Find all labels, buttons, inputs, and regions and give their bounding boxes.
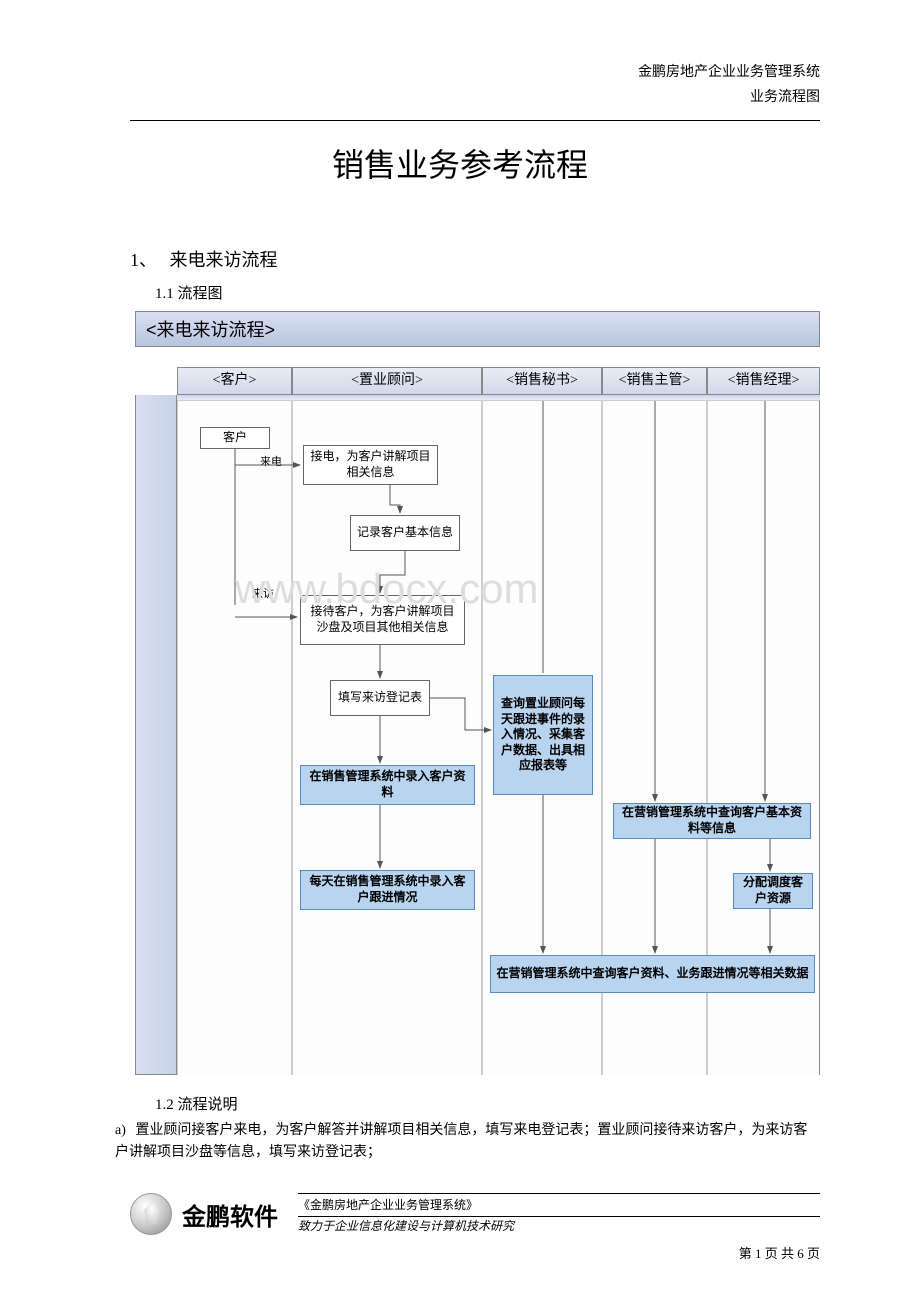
flowchart-title-bar: <来电来访流程> [135, 312, 820, 347]
flowchart-title: <来电来访流程> [146, 316, 275, 342]
header-block: 金鹏房地产企业业务管理系统 业务流程图 [638, 60, 820, 110]
node-dispatch: 分配调度客户资源 [733, 873, 813, 909]
edge-label-visit: 来访 [252, 585, 274, 601]
node-customer: 客户 [200, 427, 270, 449]
node-query2: 在营销管理系统中查询客户基本资料等信息 [613, 803, 811, 839]
footer-rule-top [298, 1193, 820, 1194]
lane-top-strip [177, 395, 820, 401]
node-query: 查询置业顾问每天跟进事件的录入情况、采集客户数据、出具相应报表等 [493, 675, 593, 795]
document-page: 金鹏房地产企业业务管理系统 业务流程图 销售业务参考流程 1、 来电来访流程 1… [0, 0, 920, 1302]
desc-item-a: a) 置业顾问接客户来电，为客户解答并讲解项目相关信息，填写来电登记表；置业顾问… [115, 1120, 840, 1165]
footer-product: 《金鹏房地产企业业务管理系统》 [298, 1196, 820, 1214]
page-title: 销售业务参考流程 [80, 140, 840, 186]
footer-line: 金鹏软件 《金鹏房地产企业业务管理系统》 致力于企业信息化建设与计算机技术研究 [130, 1193, 820, 1235]
swimlane-headers: <客户> <置业顾问> <销售秘书> <销售主管> <销售经理> [135, 367, 820, 395]
footer-desc: 《金鹏房地产企业业务管理系统》 致力于企业信息化建设与计算机技术研究 [298, 1193, 820, 1235]
node-visit: 接待客户，为客户讲解项目沙盘及项目其他相关信息 [300, 595, 465, 645]
company-logo-icon [130, 1193, 172, 1235]
page-number: 第 1 页 共 6 页 [130, 1243, 820, 1262]
subsection-1-1: 1.1 流程图 [155, 282, 840, 303]
node-query3: 在营销管理系统中查询客户资料、业务跟进情况等相关数据 [490, 955, 815, 993]
page-footer: 金鹏软件 《金鹏房地产企业业务管理系统》 致力于企业信息化建设与计算机技术研究 … [130, 1193, 820, 1262]
node-call: 接电，为客户讲解项目相关信息 [303, 445, 438, 485]
flowchart: <来电来访流程> <客户> <置业顾问> <销售秘书> <销售主管> <销售经理… [135, 311, 820, 1081]
node-record: 记录客户基本信息 [350, 515, 460, 551]
edge-label-call: 来电 [260, 453, 282, 469]
lane-header-secretary: <销售秘书> [482, 367, 602, 395]
node-register: 填写来访登记表 [330, 680, 430, 716]
lane-col-customer [177, 395, 292, 1075]
section-1-num: 1、 [130, 250, 157, 270]
footer-slogan: 致力于企业信息化建设与计算机技术研究 [298, 1217, 820, 1235]
lane-header-consultant: <置业顾问> [292, 367, 482, 395]
header-line2: 业务流程图 [638, 85, 820, 110]
node-daily: 每天在销售管理系统中录入客户跟进情况 [300, 870, 475, 910]
section-1-heading: 1、 来电来访流程 [130, 246, 840, 272]
desc-a-label: a) [115, 1123, 126, 1138]
section-1-label: 来电来访流程 [170, 250, 278, 270]
lane-col-spacer [135, 395, 177, 1075]
desc-a-text: 置业顾问接客户来电，为客户解答并讲解项目相关信息，填写来电登记表；置业顾问接待来… [115, 1123, 807, 1160]
node-input: 在销售管理系统中录入客户资料 [300, 765, 475, 805]
lane-header-manager: <销售经理> [707, 367, 820, 395]
lane-spacer [135, 367, 177, 395]
subsection-1-2: 1.2 流程说明 [155, 1093, 840, 1114]
company-name: 金鹏软件 [182, 1197, 278, 1232]
lane-header-customer: <客户> [177, 367, 292, 395]
lane-body: www.bdocx.com 客户 接电，为客户讲解项目相关信息 记录客户基本信息… [135, 395, 820, 1075]
lane-header-supervisor: <销售主管> [602, 367, 707, 395]
header-line1: 金鹏房地产企业业务管理系统 [638, 60, 820, 85]
header-rule [130, 120, 820, 121]
lane-col-consultant [292, 395, 482, 1075]
